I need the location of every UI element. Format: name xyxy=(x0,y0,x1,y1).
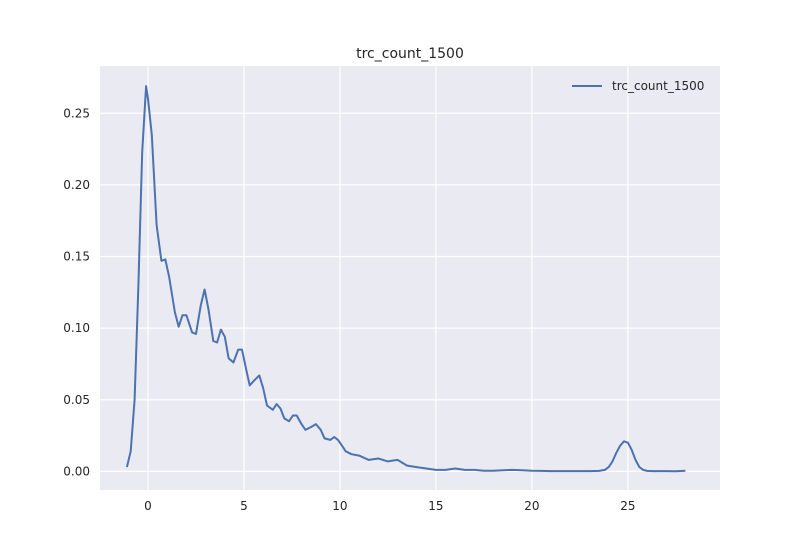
x-tick-label: 15 xyxy=(428,499,443,513)
y-tick-label: 0.15 xyxy=(63,250,90,264)
grid-lines xyxy=(100,66,720,490)
y-tick-label: 0.05 xyxy=(63,393,90,407)
plot-background xyxy=(100,66,720,490)
y-tick-label: 0.25 xyxy=(63,106,90,120)
x-tick-label: 0 xyxy=(144,499,152,513)
x-axis-ticks: 0 5 10 15 20 25 xyxy=(144,499,635,513)
series-lines xyxy=(125,85,686,473)
chart-title: trc_count_1500 xyxy=(356,46,464,62)
y-axis-ticks: 0.00 0.05 0.10 0.15 0.20 0.25 xyxy=(63,106,90,478)
x-tick-label: 5 xyxy=(240,499,248,513)
x-tick-label: 20 xyxy=(524,499,539,513)
x-tick-label: 10 xyxy=(332,499,347,513)
x-tick-label: 25 xyxy=(620,499,635,513)
y-tick-label: 0.20 xyxy=(63,178,90,192)
series-line xyxy=(125,85,686,473)
legend-label: trc_count_1500 xyxy=(612,79,704,93)
legend: trc_count_1500 xyxy=(572,79,704,93)
y-tick-label: 0.00 xyxy=(63,464,90,478)
y-tick-label: 0.10 xyxy=(63,321,90,335)
